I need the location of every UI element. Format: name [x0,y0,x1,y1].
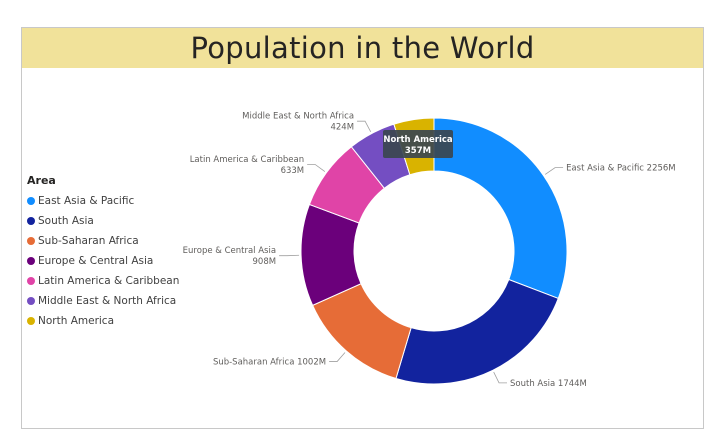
legend-label: Latin America & Caribbean [38,275,180,287]
legend-label: Europe & Central Asia [38,255,154,267]
data-label: Middle East & North Africa 424M [242,112,354,133]
legend-dot [27,317,35,325]
legend-title: Area [27,174,56,187]
leader-line [307,164,326,172]
legend-dot [27,237,35,245]
leader-line [493,371,508,384]
slice-south-asia[interactable] [395,278,559,385]
title-bar: Population in the World [22,28,703,68]
legend-dot [27,277,35,285]
legend-item-europe-central-asia[interactable]: Europe & Central Asia [27,251,179,271]
legend-label: Sub-Saharan Africa [38,235,139,247]
legend-item-north-america[interactable]: North America [27,311,179,331]
legend: Area East Asia & Pacific South Asia Sub-… [27,174,179,331]
legend-dot [27,297,35,305]
tooltip-name: North America [383,135,453,145]
leader-line [357,120,372,132]
legend-item-latin-america[interactable]: Latin America & Caribbean [27,271,179,291]
slice-east-asia-pacific[interactable] [433,117,568,300]
data-label: Europe & Central Asia 908M [183,246,276,267]
data-label: Latin America & Caribbean 633M [190,155,304,176]
legend-item-middle-east[interactable]: Middle East & North Africa [27,291,179,311]
tooltip-background [383,130,453,158]
legend-item-sub-saharan-africa[interactable]: Sub-Saharan Africa [27,231,179,251]
legend-label: North America [38,315,115,327]
chart-title: Population in the World [190,31,535,65]
data-label: East Asia & Pacific 2256M [566,164,676,174]
leader-line [544,167,564,175]
legend-label: South Asia [38,215,94,227]
legend-dot [27,257,35,265]
data-label: South Asia 1744M [510,379,587,389]
legend-label: Middle East & North Africa [38,295,177,307]
leader-line [329,352,346,362]
legend-label: East Asia & Pacific [38,195,135,207]
legend-dot [27,197,35,205]
legend-dot [27,217,35,225]
data-label: Sub-Saharan Africa 1002M [213,358,326,368]
legend-item-east-asia[interactable]: East Asia & Pacific [27,191,179,211]
tooltip-value: 357M [405,146,431,156]
legend-item-south-asia[interactable]: South Asia [27,211,179,231]
